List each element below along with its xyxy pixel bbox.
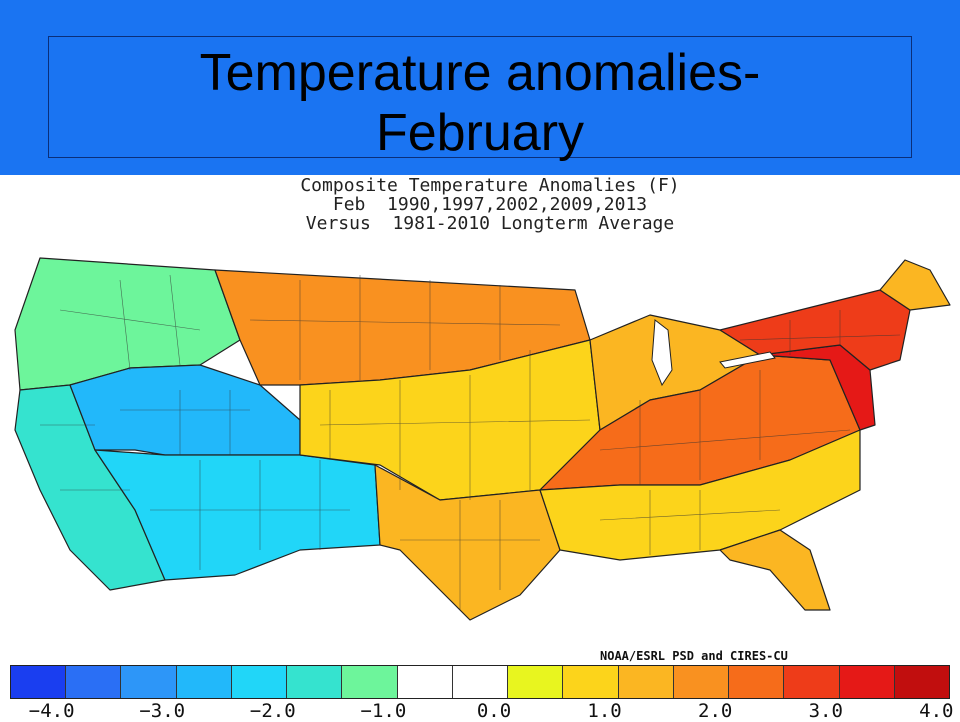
region-texas (374, 464, 561, 621)
color-scale-bar (10, 665, 950, 699)
lake-michigan (651, 319, 673, 387)
color-scale-cell (839, 666, 895, 698)
us-anomaly-map (14, 257, 951, 621)
title-box: Temperature anomalies- February (48, 36, 912, 162)
map-caption-line-3: Versus 1981-2010 Longterm Average (305, 213, 675, 234)
color-scale-tick-label: −3.0 (139, 700, 186, 722)
title-line-2: February (375, 104, 585, 162)
color-scale-tick-label: 2.0 (698, 700, 733, 722)
map-caption: Composite Temperature Anomalies (F) Feb … (190, 176, 790, 233)
color-scale-cell (231, 666, 288, 698)
color-scale-tick-label: −1.0 (360, 700, 407, 722)
color-scale-cell (618, 666, 674, 698)
color-scale-cell (397, 666, 453, 698)
color-scale-tick-label: 4.0 (919, 700, 954, 722)
color-scale-tick-label: 0.0 (476, 700, 512, 722)
region-maine (879, 259, 951, 311)
slide-title: Temperature anomalies- February (49, 43, 911, 163)
title-line-1: Temperature anomalies- (199, 44, 761, 102)
color-scale-cell (287, 666, 343, 698)
color-scale-cell (508, 666, 564, 698)
color-scale-cell (894, 666, 949, 698)
map-caption-line-2: Feb 1990,1997,2002,2009,2013 (332, 194, 648, 215)
color-scale-ticks: −4.0 −3.0 −2.0 −1.0 0.0 1.0 2.0 3.0 4.0 (10, 700, 954, 722)
color-scale-cell (342, 666, 398, 698)
map-caption-line-1: Composite Temperature Anomalies (F) (300, 175, 680, 196)
credit-text: NOAA/ESRL PSD and CIRES-CU (600, 649, 788, 663)
color-scale-tick-label: −2.0 (249, 700, 296, 722)
color-scale-cell (121, 666, 177, 698)
color-scale-cell (784, 666, 840, 698)
color-scale-cell (176, 666, 232, 698)
color-scale-tick-label: 3.0 (808, 700, 843, 722)
color-scale-cell (452, 666, 509, 698)
color-scale-cell (563, 666, 619, 698)
lake-erie (719, 351, 776, 369)
region-florida (719, 529, 831, 611)
color-scale-cell (66, 666, 122, 698)
color-scale-cell (673, 666, 730, 698)
region-northeast (719, 289, 911, 371)
color-scale-tick-label: 1.0 (587, 700, 622, 722)
color-scale-tick-label: −4.0 (28, 700, 75, 722)
region-southwest (94, 449, 381, 581)
color-scale-cell (11, 666, 67, 698)
color-scale-cell (729, 666, 785, 698)
slide-header: Temperature anomalies- February (0, 0, 960, 175)
